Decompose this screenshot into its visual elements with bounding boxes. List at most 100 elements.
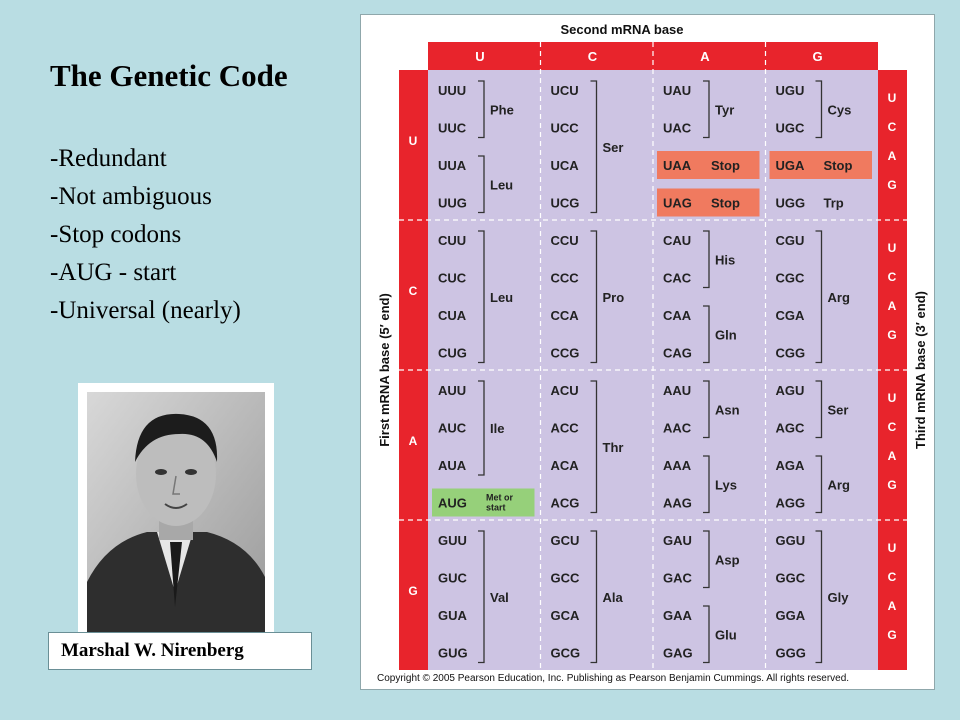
portrait-image — [87, 392, 265, 635]
amino-acid-bracket — [590, 230, 598, 364]
amino-acid-bracket — [703, 80, 710, 139]
third-base-label: U — [888, 241, 897, 255]
copyright-notice: Copyright © 2005 Pearson Education, Inc.… — [377, 673, 849, 684]
codon-label: GCA — [551, 608, 581, 623]
amino-acid-label: Ala — [603, 590, 624, 605]
codon-label: GUG — [438, 646, 468, 661]
codon-label: AGG — [776, 496, 806, 511]
amino-acid-bracket — [815, 455, 823, 514]
stop-codon-highlight — [657, 151, 760, 179]
codon-label: CUA — [438, 308, 467, 323]
bullet-item: -AUG - start — [50, 259, 177, 286]
third-base-label: G — [887, 178, 896, 192]
amino-acid-bracket — [815, 230, 823, 364]
amino-acid-bracket — [703, 380, 710, 439]
photo-caption: Marshal W. Nirenberg — [48, 632, 312, 670]
amino-acid-bracket — [703, 530, 710, 589]
bullet-item: -Stop codons — [50, 221, 182, 248]
third-base-label: C — [888, 120, 897, 134]
codon-label: ACU — [551, 383, 579, 398]
codon-label: UCU — [551, 83, 579, 98]
third-base-bar — [878, 70, 907, 670]
codon-label: CCC — [551, 271, 580, 286]
second-base-label: U — [475, 49, 484, 64]
stop-codon-highlight — [769, 151, 872, 179]
codon-label: CAA — [663, 308, 692, 323]
codon-label: AAG — [663, 496, 692, 511]
codon-label: UGU — [776, 83, 805, 98]
third-base-label: C — [888, 420, 897, 434]
slide-title: The Genetic Code — [50, 58, 288, 93]
codon-label: GUA — [438, 608, 468, 623]
amino-acid-label: Lys — [715, 477, 737, 492]
amino-acid-bracket — [478, 380, 485, 476]
amino-acid-label: Arg — [828, 477, 850, 492]
codon-label: ACG — [551, 496, 580, 511]
stop-codon-highlight — [657, 188, 760, 217]
codon-label: UAG — [663, 196, 692, 211]
codon-label: CUU — [438, 233, 466, 248]
codon-label: GUC — [438, 571, 468, 586]
codon-label: UCC — [551, 121, 580, 136]
amino-acid-bracket — [478, 230, 485, 364]
codon-label: GAC — [663, 571, 693, 586]
amino-acid-bracket — [703, 305, 710, 364]
codon-label: UUU — [438, 83, 466, 98]
stop-label: Stop — [711, 196, 740, 211]
start-label-line: Met or — [486, 493, 513, 503]
codon-label: AAA — [663, 458, 692, 473]
third-base-axis-title: Third mRNA base (3′ end) — [913, 291, 928, 449]
codon-label: ACA — [551, 458, 580, 473]
codon-label: AUG — [438, 496, 467, 511]
amino-acid-label: Gln — [715, 327, 737, 342]
codon-label: CGG — [776, 346, 806, 361]
portrait-frame — [78, 383, 274, 635]
amino-acid-bracket — [703, 605, 710, 664]
third-base-label: A — [888, 449, 897, 463]
second-base-title: Second mRNA base — [560, 22, 683, 37]
amino-acid-label: Phe — [490, 102, 514, 117]
genetic-code-table: Second mRNA base U C A G U C A G U C A G U C A G U C A G U C A G… — [360, 14, 935, 690]
codon-label: GAG — [663, 646, 693, 661]
amino-acid-bracket — [478, 530, 485, 664]
amino-acid-label: Tyr — [715, 102, 734, 117]
portrait-photo — [87, 392, 265, 635]
codon-label: GGG — [776, 646, 806, 661]
third-base-label: C — [888, 570, 897, 584]
codon-label: UCG — [551, 196, 580, 211]
amino-acid-bracket — [590, 530, 598, 664]
amino-acid-label: Gly — [828, 590, 850, 605]
codon-label: AUU — [438, 383, 466, 398]
amino-acid-bracket — [478, 155, 485, 214]
amino-acid-bracket — [590, 380, 598, 514]
amino-acid-bracket — [703, 230, 710, 289]
codon-label: CCG — [551, 346, 580, 361]
amino-acid-label: Leu — [490, 290, 513, 305]
bullet-list: -Redundant -Not ambiguous -Stop codons -… — [50, 140, 241, 330]
amino-acid-label: Arg — [828, 290, 850, 305]
codon-label: AAC — [663, 421, 692, 436]
amino-acid-label: Ser — [828, 402, 849, 417]
codon-label: CGC — [776, 271, 806, 286]
codon-label: CGA — [776, 308, 806, 323]
codon-label: UUA — [438, 158, 467, 173]
bullet-item: -Not ambiguous — [50, 183, 212, 210]
third-base-label: A — [888, 149, 897, 163]
amino-acid-bracket — [590, 80, 598, 214]
amino-acid-bracket — [815, 80, 823, 139]
amino-acid-bracket — [815, 530, 823, 664]
codon-label: UUC — [438, 121, 467, 136]
codon-label: CCU — [551, 233, 579, 248]
amino-acid-label: Leu — [490, 177, 513, 192]
second-base-label: C — [588, 49, 598, 64]
codon-label: UGA — [776, 158, 806, 173]
third-base-label: G — [887, 628, 896, 642]
amino-acid-label: His — [715, 252, 735, 267]
amino-acid-label: Glu — [715, 627, 737, 642]
third-base-label: G — [887, 478, 896, 492]
codon-label: GUU — [438, 533, 467, 548]
first-base-label: C — [409, 284, 418, 298]
codon-label: UGC — [776, 121, 806, 136]
codon-label: GCG — [551, 646, 581, 661]
